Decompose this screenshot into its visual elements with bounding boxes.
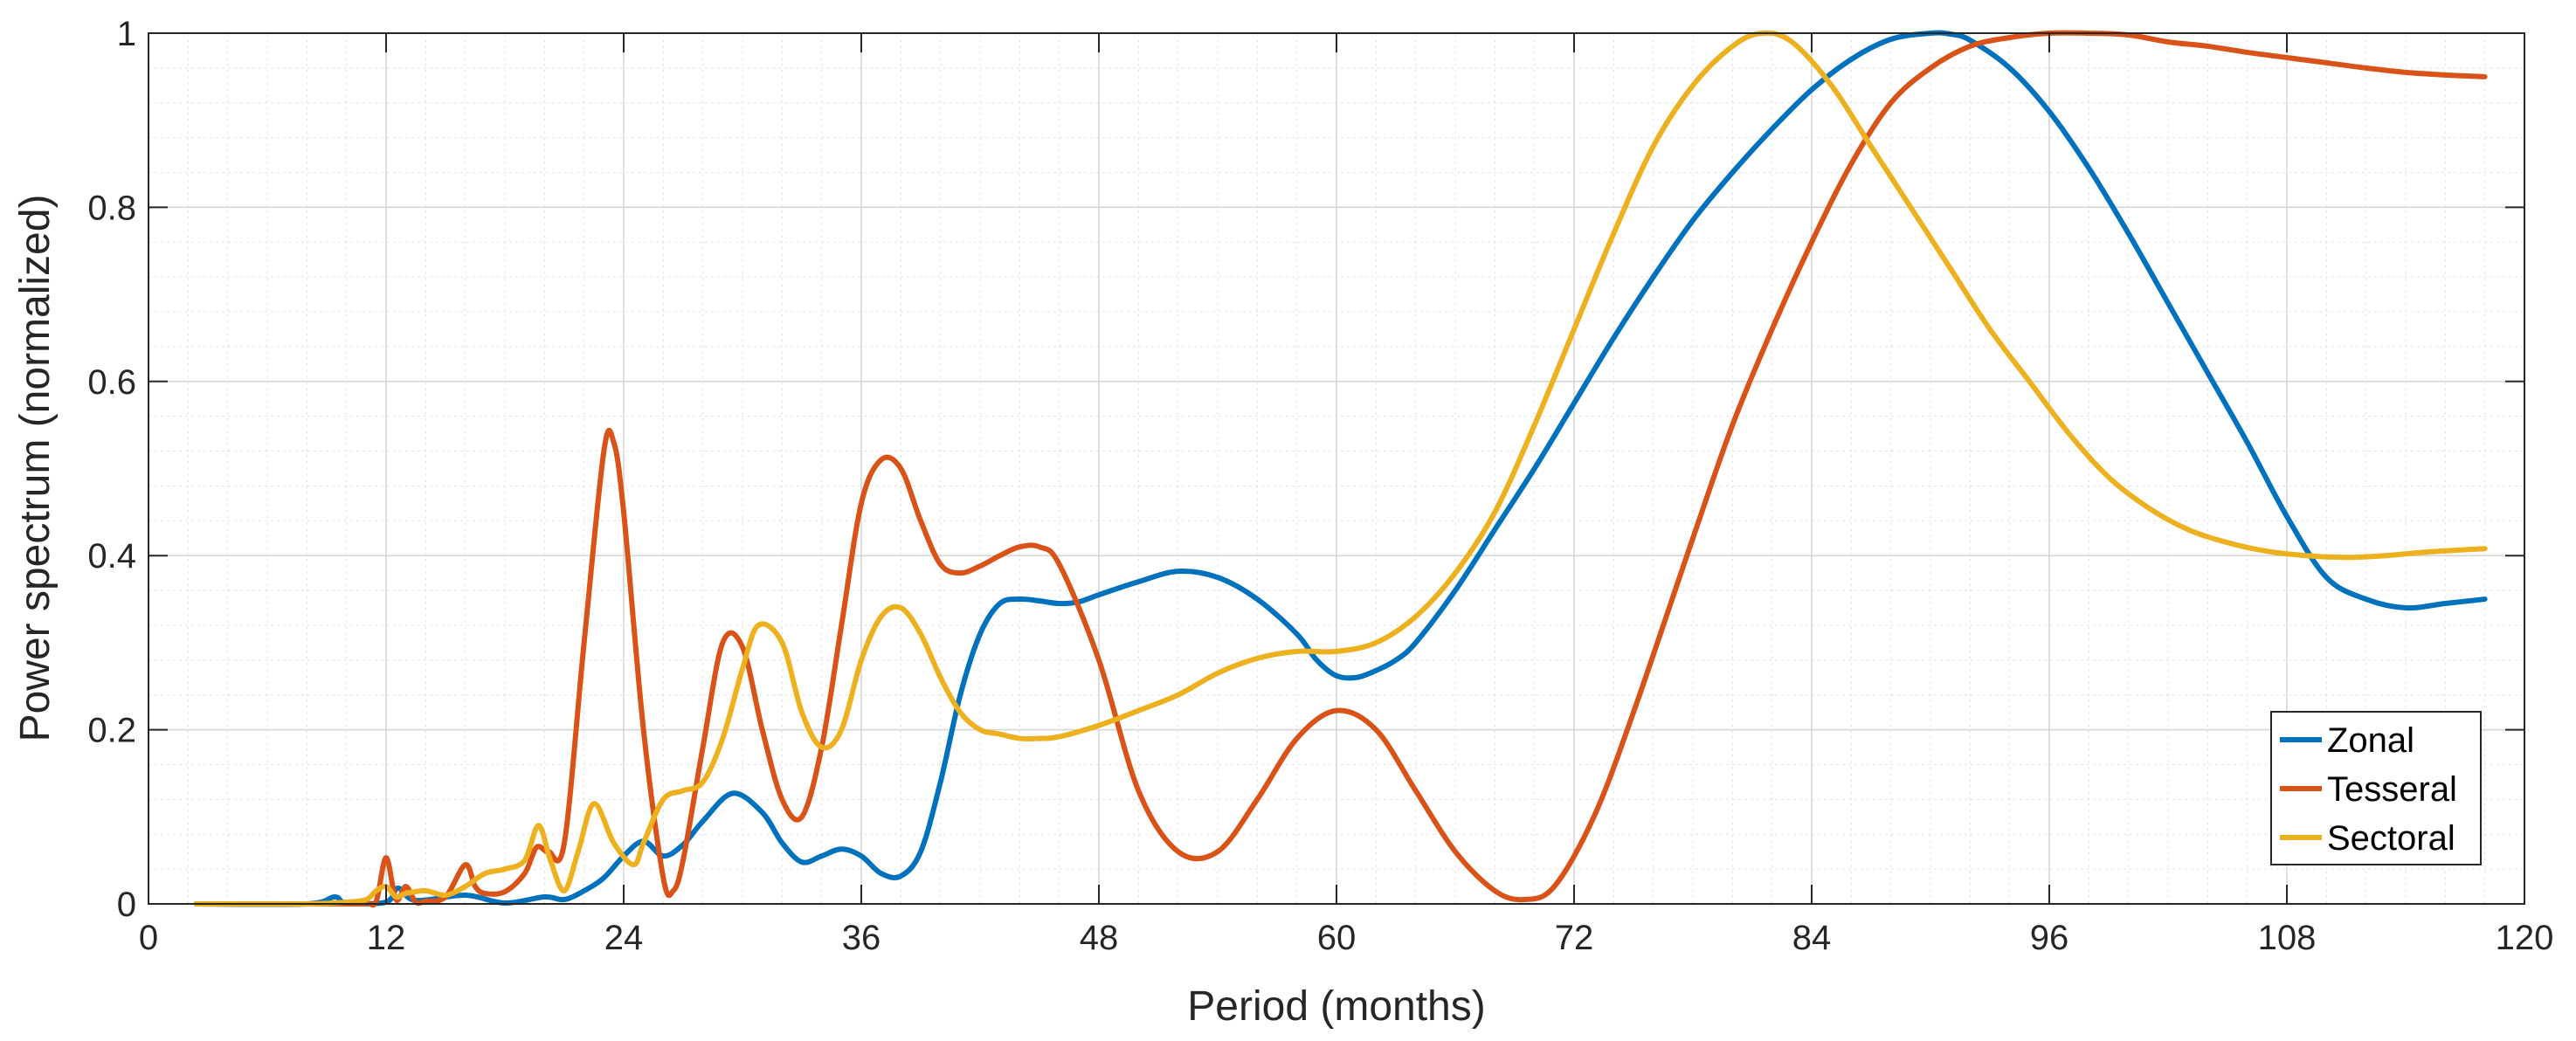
y-tick-label: 0.4 [87,537,136,576]
y-tick-label: 1 [117,15,136,53]
x-tick-label: 108 [2258,919,2317,957]
x-tick-label: 12 [367,919,406,957]
x-axis-title: Period (months) [1187,983,1485,1030]
legend-label-sectoral: Sectoral [2327,819,2455,858]
x-tick-label: 120 [2496,919,2554,957]
x-tick-label: 60 [1317,919,1357,957]
y-tick-label: 0.2 [87,712,136,750]
series-layer [193,30,2488,908]
y-tick-label: 0.8 [87,189,136,227]
axis-ticks [148,32,2525,905]
y-tick-label: 0 [117,886,136,924]
x-tick-labels: 0 12 24 36 48 60 72 84 96 108 120 [139,919,2554,957]
y-tick-label: 0.6 [87,363,136,402]
x-tick-label: 24 [604,919,644,957]
major-grid [148,33,2524,904]
series-line-sectoral [193,30,2488,907]
legend: Zonal Tesseral Sectoral [2270,711,2482,865]
x-tick-label: 0 [139,919,158,957]
x-tick-label: 48 [1080,919,1119,957]
series-line-zonal [193,30,2488,907]
series-line-tesseral [193,30,2488,908]
x-tick-label: 72 [1555,919,1594,957]
x-tick-label: 36 [842,919,881,957]
y-axis-title: Power spectrum (normalized) [12,195,59,742]
legend-label-zonal: Zonal [2327,721,2414,760]
x-tick-label: 84 [1792,919,1832,957]
legend-label-tesseral: Tesseral [2327,770,2457,809]
y-tick-labels: 0 0.2 0.4 0.6 0.8 1 [87,15,136,924]
x-tick-label: 96 [2030,919,2069,957]
